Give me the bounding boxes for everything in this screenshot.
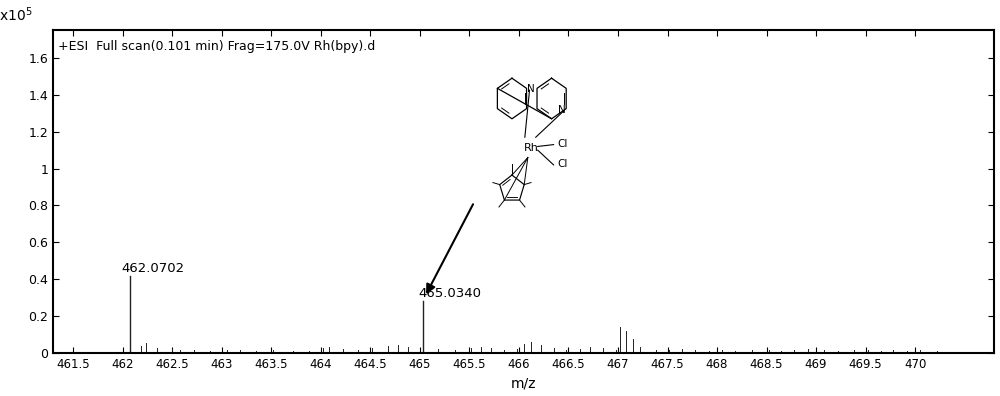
Text: 462.0702: 462.0702: [122, 262, 185, 275]
Text: Rh: Rh: [524, 143, 539, 153]
Text: x10$^5$: x10$^5$: [0, 5, 32, 24]
Text: +ESI  Full scan(0.101 min) Frag=175.0V Rh(bpy).d: +ESI Full scan(0.101 min) Frag=175.0V Rh…: [58, 40, 375, 53]
Text: 465.0340: 465.0340: [418, 287, 481, 300]
Text: N: N: [527, 84, 534, 94]
Text: Cl: Cl: [558, 139, 568, 148]
Text: N: N: [558, 105, 566, 114]
Text: Cl: Cl: [558, 159, 568, 169]
X-axis label: m/z: m/z: [511, 377, 537, 390]
